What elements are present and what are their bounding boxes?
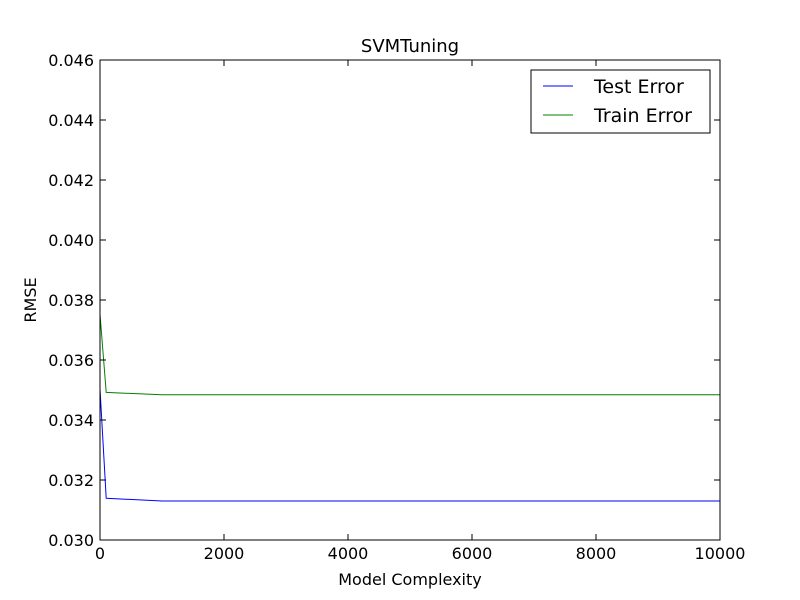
x-tick-label: 6000: [452, 544, 493, 563]
y-tick-label: 0.044: [48, 111, 94, 130]
y-tick-label: 0.034: [48, 411, 94, 430]
y-tick-label: 0.042: [48, 171, 94, 190]
legend-label-2: Train Error: [593, 105, 692, 127]
y-tick-label: 0.040: [48, 231, 94, 250]
y-tick-label: 0.032: [48, 471, 94, 490]
x-axis-label: Model Complexity: [338, 570, 482, 589]
series-layer: [99, 314, 720, 502]
y-tick-label: 0.038: [48, 291, 94, 310]
x-tick-label: 4000: [328, 544, 369, 563]
x-tick-label: 0: [95, 544, 105, 563]
legend: Test Error Train Error: [530, 69, 711, 134]
x-tick-label: 2000: [204, 544, 245, 563]
x-tick-label: 8000: [576, 544, 617, 563]
y-axis-label: RMSE: [21, 277, 40, 322]
series-line-2: [99, 314, 720, 396]
ticks-layer: 0 2000 4000 6000 8000 10000 0.030 0.032 0.034 0.0…: [48, 51, 745, 563]
x-tick-label: 10000: [695, 544, 746, 563]
legend-box: [530, 69, 711, 134]
y-tick-label: 0.036: [48, 351, 94, 370]
y-tick-label: 0.030: [48, 531, 94, 550]
plot-area: [100, 60, 720, 540]
y-tick-label: 0.046: [48, 51, 94, 70]
series-line-1: [99, 389, 720, 502]
chart-title: SVMTuning: [361, 36, 459, 57]
legend-label-1: Test Error: [593, 76, 684, 98]
